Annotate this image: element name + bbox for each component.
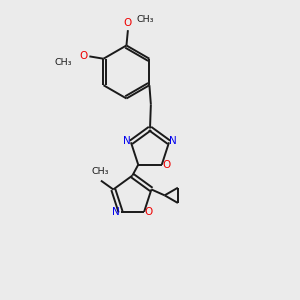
Text: O: O xyxy=(162,160,171,170)
Text: O: O xyxy=(144,207,153,218)
Text: N: N xyxy=(112,207,120,218)
Text: O: O xyxy=(124,18,132,28)
Text: CH₃: CH₃ xyxy=(55,58,72,67)
Text: N: N xyxy=(123,136,131,146)
Text: CH₃: CH₃ xyxy=(91,167,109,176)
Text: O: O xyxy=(79,51,88,61)
Text: N: N xyxy=(169,136,177,146)
Text: CH₃: CH₃ xyxy=(136,15,154,24)
